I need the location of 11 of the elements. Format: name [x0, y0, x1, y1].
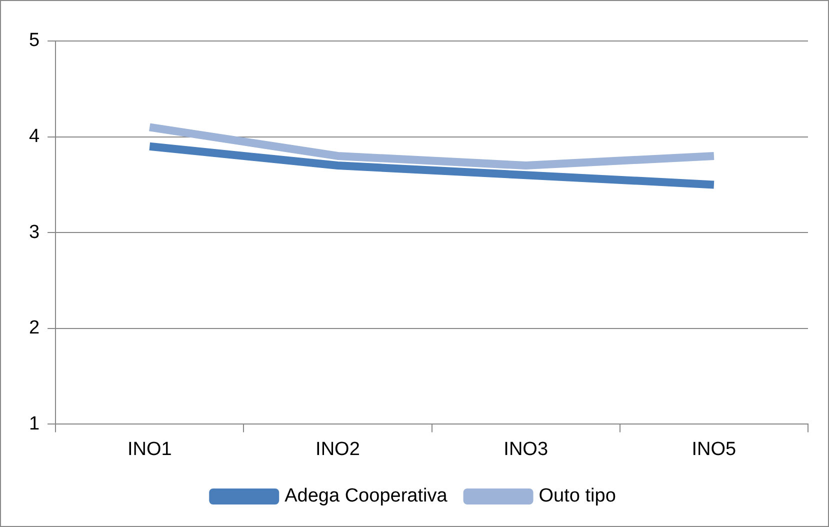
legend-label: Adega Cooperativa [284, 486, 448, 507]
y-tick-label: 2 [28, 318, 40, 339]
y-tick-label: 4 [28, 126, 40, 148]
y-tick-label: 5 [28, 30, 40, 52]
x-tick-label: INO2 [316, 438, 360, 460]
y-tick-label: 3 [28, 222, 40, 243]
x-tick-label: INO3 [504, 438, 548, 460]
x-tick-label: INO1 [127, 438, 172, 460]
x-tick-label: INO5 [692, 438, 736, 460]
y-tick-label: 1 [28, 413, 40, 434]
legend-label: Outo tipo [538, 486, 616, 507]
